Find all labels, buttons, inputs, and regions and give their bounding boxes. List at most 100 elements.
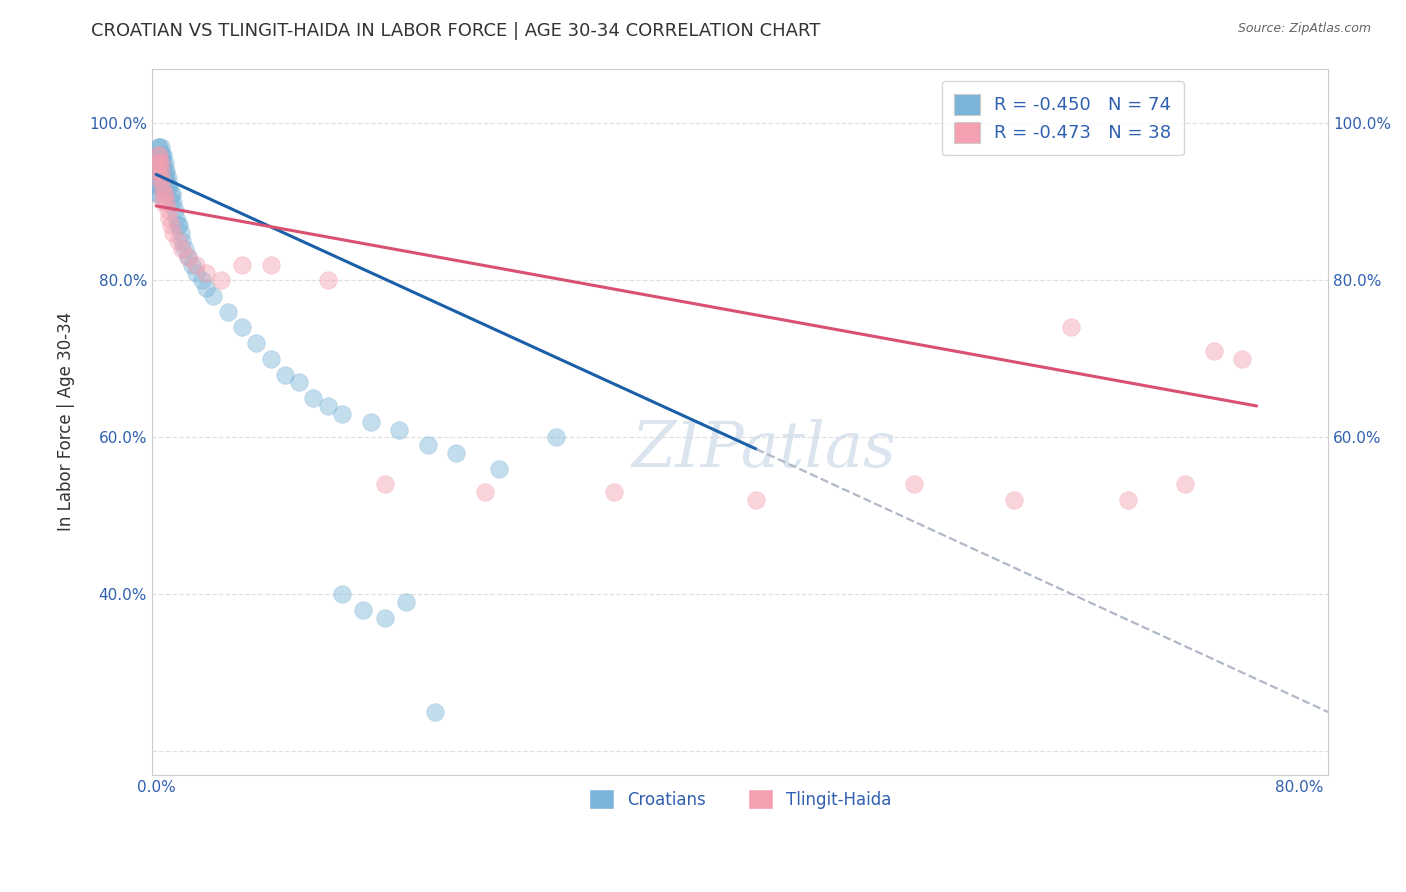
Point <box>156 171 179 186</box>
Point <box>416 438 439 452</box>
Point <box>259 258 281 272</box>
Point <box>149 163 172 178</box>
Point <box>150 179 173 194</box>
Point <box>149 155 172 169</box>
Point <box>231 258 253 272</box>
Point <box>148 171 170 186</box>
Point <box>546 430 568 444</box>
Point <box>159 187 181 202</box>
Point <box>146 163 169 178</box>
Point <box>149 163 172 178</box>
Point <box>148 163 170 178</box>
Point <box>152 163 174 178</box>
Point <box>157 211 180 225</box>
Point <box>186 266 208 280</box>
Point <box>191 273 214 287</box>
Point <box>217 305 239 319</box>
Point <box>195 281 218 295</box>
Point <box>146 148 169 162</box>
Legend: Croatians, Tlingit-Haida: Croatians, Tlingit-Haida <box>582 782 898 816</box>
Point <box>1116 493 1139 508</box>
Point <box>474 485 496 500</box>
Point <box>148 171 170 186</box>
Text: CROATIAN VS TLINGIT-HAIDA IN LABOR FORCE | AGE 30-34 CORRELATION CHART: CROATIAN VS TLINGIT-HAIDA IN LABOR FORCE… <box>91 22 821 40</box>
Point <box>159 194 181 209</box>
Point <box>173 242 195 256</box>
Point <box>165 211 187 225</box>
Point <box>374 477 396 491</box>
Point <box>446 446 468 460</box>
Point <box>146 163 169 178</box>
Point <box>152 194 174 209</box>
Point <box>148 155 170 169</box>
Point <box>155 179 177 194</box>
Point <box>153 187 176 202</box>
Point <box>162 194 184 209</box>
Point <box>150 163 173 178</box>
Point <box>1174 477 1197 491</box>
Point <box>149 148 172 162</box>
Point <box>176 250 198 264</box>
Point <box>274 368 297 382</box>
Point <box>170 234 193 248</box>
Point <box>152 171 174 186</box>
Point <box>148 187 170 202</box>
Point <box>148 148 170 162</box>
Point <box>156 202 179 217</box>
Point <box>288 376 311 390</box>
Y-axis label: In Labor Force | Age 30-34: In Labor Force | Age 30-34 <box>58 312 75 532</box>
Point <box>153 171 176 186</box>
Point <box>148 148 170 162</box>
Point <box>149 171 172 186</box>
Point <box>202 289 225 303</box>
Text: Source: ZipAtlas.com: Source: ZipAtlas.com <box>1237 22 1371 36</box>
Point <box>302 391 325 405</box>
Point <box>149 179 172 194</box>
Point <box>152 187 174 202</box>
Point <box>150 171 173 186</box>
Point <box>169 227 191 241</box>
Point <box>395 595 418 609</box>
Point <box>146 155 169 169</box>
Point <box>153 155 176 169</box>
Point <box>259 351 281 366</box>
Point <box>195 266 218 280</box>
Point <box>360 415 382 429</box>
Text: ZIPatlas: ZIPatlas <box>631 419 896 481</box>
Point <box>146 148 169 162</box>
Point <box>149 140 172 154</box>
Point <box>150 171 173 186</box>
Point <box>181 258 204 272</box>
Point <box>374 611 396 625</box>
Point <box>186 258 208 272</box>
Point <box>148 179 170 194</box>
Point <box>148 140 170 154</box>
Point <box>488 462 510 476</box>
Point <box>152 148 174 162</box>
Point <box>1232 351 1254 366</box>
Point <box>176 250 198 264</box>
Point <box>316 399 339 413</box>
Point <box>423 705 446 719</box>
Point <box>245 336 267 351</box>
Point <box>159 219 181 233</box>
Point <box>156 179 179 194</box>
Point <box>155 194 177 209</box>
Point <box>160 187 183 202</box>
Point <box>166 219 188 233</box>
Point <box>745 493 768 508</box>
Point <box>1060 320 1083 334</box>
Point <box>209 273 232 287</box>
Point <box>330 587 353 601</box>
Point <box>330 407 353 421</box>
Point <box>163 202 186 217</box>
Point <box>157 179 180 194</box>
Point <box>146 155 169 169</box>
Point <box>388 423 411 437</box>
Point <box>146 140 169 154</box>
Point <box>170 242 193 256</box>
Point <box>150 148 173 162</box>
Point <box>1202 344 1225 359</box>
Point <box>146 171 169 186</box>
Point <box>150 155 173 169</box>
